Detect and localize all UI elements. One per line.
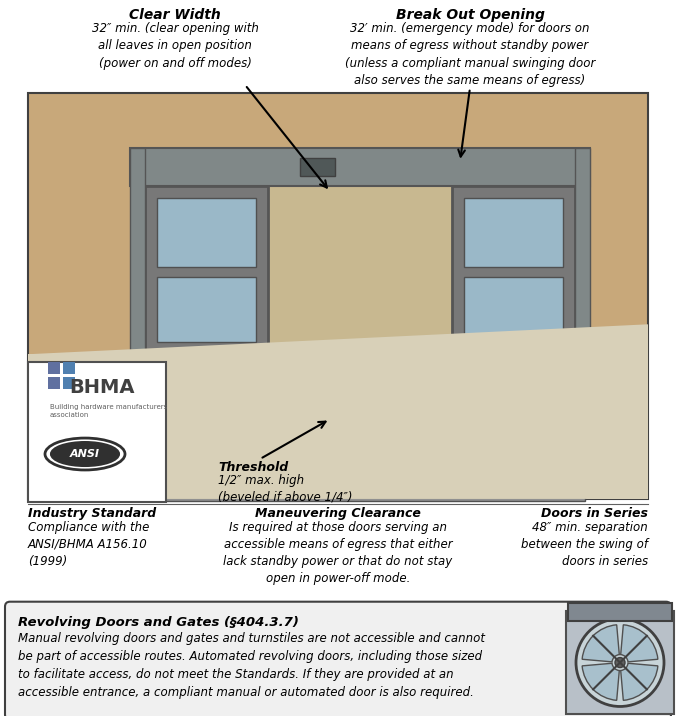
Text: 32′ min. (emergency mode) for doors on
means of egress without standby power
(un: 32′ min. (emergency mode) for doors on m…: [345, 22, 595, 88]
Text: Threshold: Threshold: [218, 461, 288, 474]
Ellipse shape: [51, 442, 119, 466]
Polygon shape: [28, 325, 648, 499]
Text: ANSI: ANSI: [70, 449, 100, 459]
Bar: [157, 353, 256, 472]
Text: Revolving Doors and Gates (§404.3.7): Revolving Doors and Gates (§404.3.7): [18, 615, 299, 629]
Text: 1/2″ max. high
(beveled if above 1/4″): 1/2″ max. high (beveled if above 1/4″): [218, 474, 352, 504]
Bar: [568, 602, 672, 620]
Text: 32″ min. (clear opening with
all leaves in open position
(power on and off modes: 32″ min. (clear opening with all leaves …: [91, 22, 258, 70]
Bar: [579, 194, 586, 476]
Bar: [135, 484, 585, 501]
Bar: [464, 277, 563, 342]
Bar: [300, 158, 335, 176]
Bar: [63, 362, 75, 374]
Circle shape: [576, 619, 664, 707]
Wedge shape: [621, 625, 658, 662]
Bar: [145, 185, 268, 484]
FancyBboxPatch shape: [5, 602, 671, 718]
Text: Manual revolving doors and gates and turnstiles are not accessible and cannot
be: Manual revolving doors and gates and tur…: [18, 632, 485, 699]
Bar: [157, 277, 256, 342]
Text: Doors in Series: Doors in Series: [541, 507, 648, 520]
Bar: [134, 194, 141, 476]
Bar: [63, 377, 75, 389]
Bar: [464, 197, 563, 267]
Bar: [145, 153, 575, 484]
FancyBboxPatch shape: [28, 362, 166, 502]
Text: Maneuvering Clearance: Maneuvering Clearance: [255, 507, 421, 520]
Bar: [130, 148, 145, 489]
Ellipse shape: [45, 438, 125, 470]
Text: Is required at those doors serving an
accessible means of egress that either
lac: Is required at those doors serving an ac…: [223, 521, 453, 585]
Bar: [28, 354, 648, 499]
Circle shape: [615, 658, 625, 668]
Bar: [48, 377, 60, 389]
Text: 48″ min. separation
between the swing of
doors in series: 48″ min. separation between the swing of…: [521, 521, 648, 568]
Bar: [130, 148, 590, 185]
Text: Building hardware manufacturers
association: Building hardware manufacturers associat…: [50, 404, 167, 418]
Bar: [452, 185, 575, 484]
Text: Compliance with the
ANSI/BHMA A156.10
(1999): Compliance with the ANSI/BHMA A156.10 (1…: [28, 521, 149, 568]
Bar: [157, 197, 256, 267]
Text: Industry Standard: Industry Standard: [28, 507, 156, 520]
Bar: [135, 185, 140, 484]
Text: Clear Width: Clear Width: [129, 8, 221, 22]
Bar: [48, 362, 60, 374]
Wedge shape: [582, 625, 619, 662]
Text: BHMA: BHMA: [69, 378, 135, 397]
Bar: [575, 148, 590, 489]
Wedge shape: [621, 663, 658, 700]
Wedge shape: [582, 663, 619, 700]
Bar: [464, 353, 563, 472]
Text: Break Out Opening: Break Out Opening: [395, 8, 544, 22]
Bar: [28, 93, 648, 499]
Bar: [566, 611, 674, 714]
Bar: [580, 185, 585, 484]
